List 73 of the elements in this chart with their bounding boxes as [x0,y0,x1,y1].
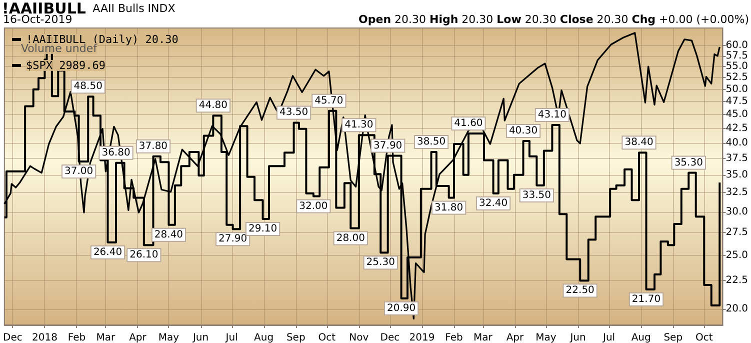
x-tick-label: Jul [224,332,238,343]
y-tick-label: 45.0 [726,109,748,120]
y-tick-label: 25.0 [726,250,748,261]
x-tick-label: Sep [664,332,683,343]
y-tick-label: 35.0 [726,169,748,180]
x-tick-label: Mar [474,332,494,343]
data-label: 35.30 [674,157,703,168]
x-tick-label: Feb [68,332,86,343]
x-tick-label: Feb [445,332,463,343]
data-label: 31.80 [434,202,464,214]
y-tick-label: 22.5 [726,275,748,286]
data-label: 43.50 [279,107,308,118]
data-label: 48.50 [74,81,102,92]
chart-subtitle: AAII Bulls INDX [92,2,176,15]
y-tick-label: 32.5 [726,187,748,198]
data-label: 28.00 [336,232,365,244]
y-tick-label: 55.0 [726,61,748,72]
legend-label: $SPX 2989.69 [26,59,106,72]
data-label: 32.40 [478,198,508,209]
data-label: 43.10 [538,109,567,120]
data-label: 26.40 [93,246,122,258]
data-label: 40.30 [508,126,538,137]
y-tick-label: 52.5 [726,72,748,84]
data-label: 29.10 [248,224,278,235]
data-label: 38.40 [624,137,654,148]
x-tick-label: Jul [602,332,616,343]
x-tick-label: Oct [695,332,713,343]
y-tick-label: 37.5 [726,152,748,164]
x-tick-label: Mar [96,332,116,343]
data-label: 27.90 [218,234,248,245]
text: Open 20.30 High 20.30 Low 20.30 Close 20.30 Chg +0.00 (+0.00%) [358,13,750,26]
y-tick-label: 20.0 [726,303,748,314]
x-tick-label: Oct [318,332,336,343]
x-tick-label: Nov [349,332,369,343]
data-label: 45.70 [314,95,344,106]
data-label: 41.60 [454,118,483,129]
data-label: 37.80 [138,140,168,152]
x-tick-label: 2019 [409,332,435,343]
y-tick-label: 47.5 [726,96,748,108]
x-tick-label: 2018 [32,332,58,343]
data-label: 38.50 [416,136,446,148]
y-tick-label: 60.0 [726,40,748,52]
data-label: 26.10 [130,250,158,261]
data-label: 28.40 [154,229,184,240]
y-tick-label: 40.0 [726,137,748,148]
data-label: 41.30 [344,120,374,131]
x-tick-label: Apr [129,332,148,343]
x-tick-label: Dec [380,332,400,343]
data-label: 25.30 [366,257,395,268]
x-tick-label: Aug [631,332,651,343]
data-label: 36.80 [102,147,130,158]
data-label: 44.80 [198,100,228,112]
x-tick-label: Aug [254,332,274,343]
data-label: 21.70 [632,294,661,305]
x-tick-label: Dec [2,332,22,343]
data-label: 32.00 [299,200,328,212]
data-label: 22.50 [566,285,594,296]
x-tick-label: Apr [506,332,525,343]
y-tick-label: 30.0 [726,206,748,218]
x-tick-label: Sep [286,332,306,343]
data-label: 20.90 [386,302,416,314]
data-label: 33.50 [522,190,552,201]
data-label: 37.00 [64,166,94,178]
y-tick-label: 57.5 [726,50,748,62]
y-tick-label: 27.5 [726,227,748,238]
x-tick-label: Jun [569,332,586,343]
y-tick-label: 50.0 [726,84,748,95]
x-tick-label: May [158,332,180,343]
y-tick-label: 42.5 [726,122,748,134]
x-tick-label: May [536,332,556,343]
annotation: Volume undef [21,42,98,55]
data-label: 37.90 [374,140,402,152]
x-tick-label: Jun [192,332,209,343]
